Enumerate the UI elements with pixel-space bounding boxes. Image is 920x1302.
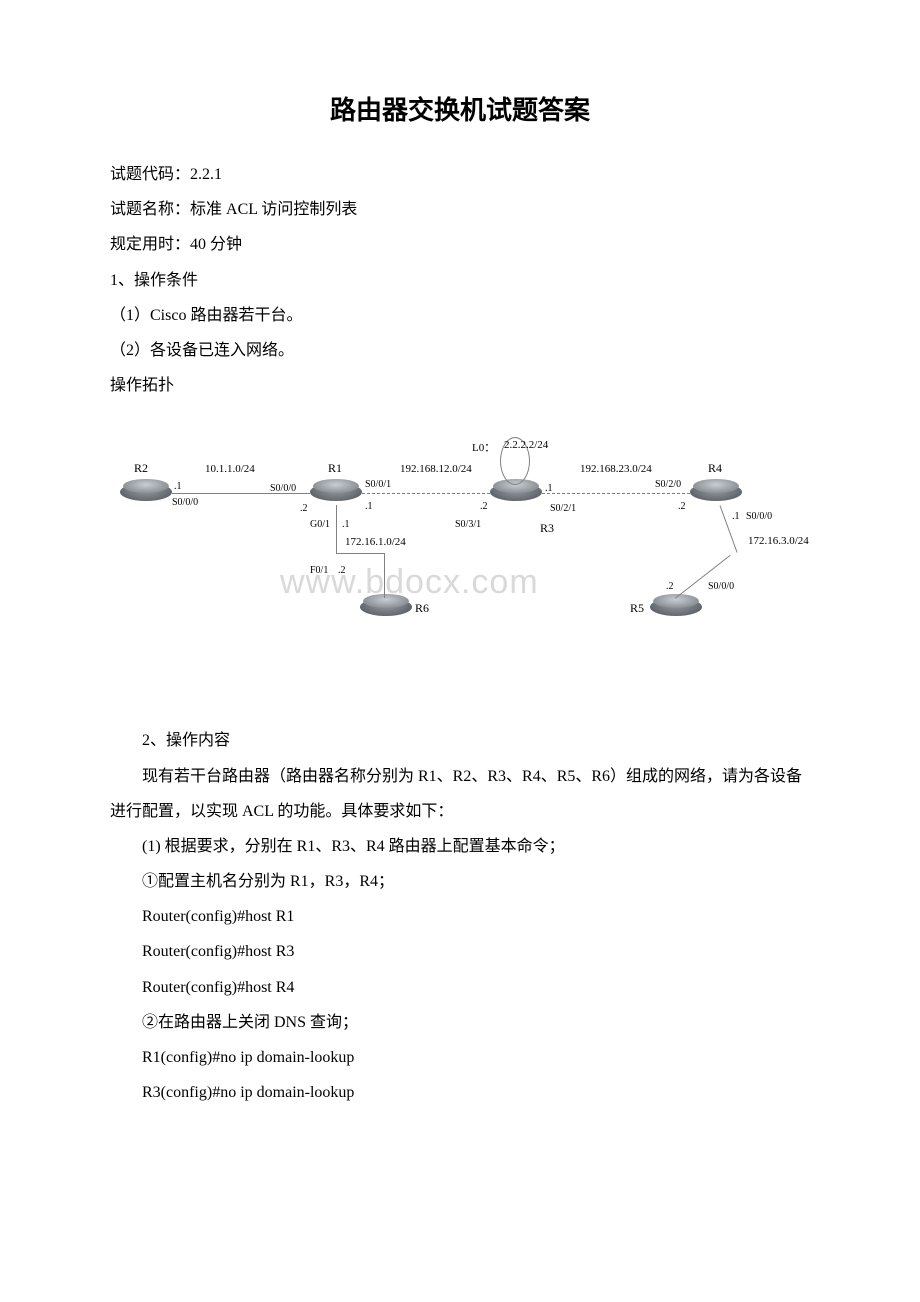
code-label: 试题代码：: [110, 166, 190, 183]
cond1: （1）Cisco 路由器若干台。: [110, 298, 810, 333]
link-r1-r3: [362, 493, 490, 494]
time-value: 40 分钟: [190, 236, 242, 253]
time-label: 规定用时：: [110, 236, 190, 253]
net-172-16-1: 172.16.1.0/24: [345, 536, 406, 548]
port-s000-r2: S0/0/0: [172, 497, 198, 508]
port-s000-r5: S0/0/0: [708, 581, 734, 592]
dot-r1-1d: .1: [342, 519, 350, 530]
router-r5-label: R5: [630, 601, 644, 616]
cmd-host-r4: Router(config)#host R4: [110, 970, 810, 1005]
topology-label: 操作拓扑: [110, 368, 810, 403]
topology-diagram: www.bdocx.com R2 R1 R3 R4 R6 R5 10.1.1.0…: [110, 423, 810, 643]
name-label: 试题名称：: [110, 201, 190, 218]
router-r5-icon: [650, 598, 702, 620]
dot-r4-2l: .2: [678, 501, 686, 512]
dot-r5-2u: .2: [666, 581, 674, 592]
dot-r4-1d: .1: [732, 511, 740, 522]
page-title: 路由器交换机试题答案: [110, 90, 810, 127]
port-s031: S0/3/1: [455, 519, 481, 530]
intro: 现有若干台路由器（路由器名称分别为 R1、R2、R3、R4、R5、R6）组成的网…: [110, 759, 810, 829]
cmd-host-r3: Router(config)#host R3: [110, 934, 810, 969]
dot-r1-1r: .1: [365, 501, 373, 512]
router-r2-icon: [120, 483, 172, 505]
router-r4-label: R4: [708, 461, 722, 476]
req1: (1) 根据要求，分别在 R1、R3、R4 路由器上配置基本命令；: [110, 829, 810, 864]
l0-label: L0：: [472, 439, 495, 455]
link-r4-r5-b: [675, 555, 731, 599]
link-r1-r6-h: [336, 553, 384, 554]
link-r3-r4: [542, 493, 690, 494]
port-f01: F0/1: [310, 565, 328, 576]
port-s000-r1l: S0/0/0: [270, 483, 296, 494]
net-10-1-1: 10.1.1.0/24: [205, 463, 255, 475]
net-172-16-3: 172.16.3.0/24: [748, 535, 809, 547]
port-s000-r4: S0/0/0: [746, 511, 772, 522]
name-value: 标准 ACL 访问控制列表: [190, 201, 357, 218]
cmd-host-r1: Router(config)#host R1: [110, 899, 810, 934]
link-r1-r6-v: [336, 505, 337, 553]
router-r6-label: R6: [415, 601, 429, 616]
section1: 1、操作条件: [110, 263, 810, 298]
code-line: 试题代码：2.2.1: [110, 157, 810, 192]
link-r1-r6-v2: [384, 553, 385, 598]
cmd-dns-r3: R3(config)#no ip domain-lookup: [110, 1075, 810, 1110]
port-g01: G0/1: [310, 519, 330, 530]
dot-r2-1: .1: [174, 481, 182, 492]
net-192-168-23: 192.168.23.0/24: [580, 463, 652, 475]
dot-r3-1r: .1: [545, 483, 553, 494]
router-r1-label: R1: [328, 461, 342, 476]
time-line: 规定用时：40 分钟: [110, 227, 810, 262]
router-r1-icon: [310, 483, 362, 505]
router-r3-icon: [490, 483, 542, 505]
port-s021: S0/2/1: [550, 503, 576, 514]
l0-ip: 2.2.2.2/24: [504, 439, 548, 451]
dot-r1-2l: .2: [300, 503, 308, 514]
section2: 2、操作内容: [110, 723, 810, 758]
cond2: （2）各设备已连入网络。: [110, 333, 810, 368]
step1: ①配置主机名分别为 R1，R3，R4；: [110, 864, 810, 899]
name-line: 试题名称：标准 ACL 访问控制列表: [110, 192, 810, 227]
step2: ②在路由器上关闭 DNS 查询；: [110, 1005, 810, 1040]
cmd-dns-r1: R1(config)#no ip domain-lookup: [110, 1040, 810, 1075]
code-value: 2.2.1: [190, 166, 222, 183]
router-r2-label: R2: [134, 461, 148, 476]
dot-r3-2l: .2: [480, 501, 488, 512]
net-192-168-12: 192.168.12.0/24: [400, 463, 472, 475]
router-r6-icon: [360, 598, 412, 620]
port-s001-r1: S0/0/1: [365, 479, 391, 490]
port-s020: S0/2/0: [655, 479, 681, 490]
router-r4-icon: [690, 483, 742, 505]
router-r3-label: R3: [540, 521, 554, 536]
dot-r6-2u: .2: [338, 565, 346, 576]
